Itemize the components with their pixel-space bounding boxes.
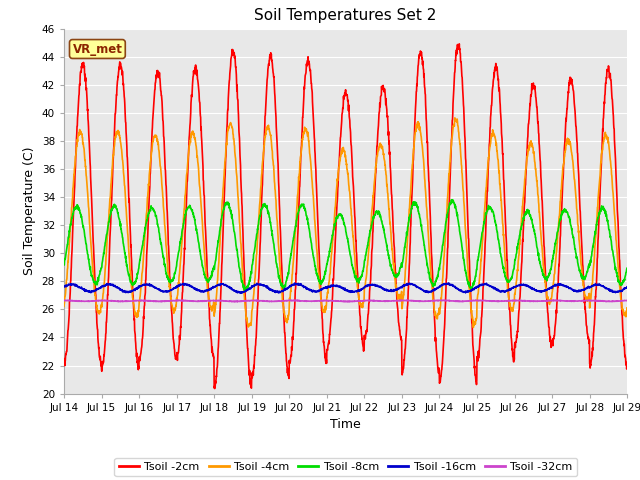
Tsoil -4cm <box>374 149 382 155</box>
Tsoil -8cm <box>623 265 631 271</box>
Tsoil -32cm <box>374 298 382 304</box>
Tsoil -2cm <box>374 125 382 131</box>
Tsoil -32cm <box>472 297 479 303</box>
Tsoil -32cm <box>589 298 597 303</box>
Tsoil -16cm <box>217 281 225 287</box>
Tsoil -4cm <box>60 303 68 309</box>
Tsoil -32cm <box>574 298 582 304</box>
Tsoil -8cm <box>60 262 68 267</box>
Tsoil -32cm <box>231 299 239 305</box>
Tsoil -8cm <box>362 252 370 258</box>
Tsoil -32cm <box>362 298 370 304</box>
Text: VR_met: VR_met <box>72 43 122 56</box>
Tsoil -8cm <box>447 197 455 203</box>
Tsoil -8cm <box>509 266 517 272</box>
X-axis label: Time: Time <box>330 418 361 431</box>
Tsoil -16cm <box>60 284 68 289</box>
Tsoil -2cm <box>218 282 225 288</box>
Tsoil -16cm <box>574 288 582 294</box>
Tsoil -32cm <box>509 298 517 303</box>
Tsoil -4cm <box>589 267 597 273</box>
Tsoil -16cm <box>362 283 370 289</box>
Tsoil -4cm <box>574 220 582 226</box>
Line: Tsoil -4cm: Tsoil -4cm <box>64 118 627 327</box>
Tsoil -4cm <box>509 303 517 309</box>
Tsoil -4cm <box>362 278 369 284</box>
Tsoil -32cm <box>217 298 225 303</box>
Tsoil -32cm <box>60 298 68 303</box>
Tsoil -2cm <box>60 359 68 365</box>
Tsoil -4cm <box>217 223 225 229</box>
Tsoil -4cm <box>470 324 477 330</box>
Tsoil -2cm <box>211 386 218 392</box>
Tsoil -16cm <box>291 280 299 286</box>
Tsoil -8cm <box>374 208 382 214</box>
Tsoil -2cm <box>509 359 517 364</box>
Line: Tsoil -2cm: Tsoil -2cm <box>64 44 627 389</box>
Line: Tsoil -32cm: Tsoil -32cm <box>64 300 627 302</box>
Legend: Tsoil -2cm, Tsoil -4cm, Tsoil -8cm, Tsoil -16cm, Tsoil -32cm: Tsoil -2cm, Tsoil -4cm, Tsoil -8cm, Tsoi… <box>115 457 577 477</box>
Tsoil -16cm <box>237 290 244 296</box>
Tsoil -32cm <box>623 298 631 303</box>
Tsoil -8cm <box>241 288 248 293</box>
Tsoil -16cm <box>589 282 597 288</box>
Tsoil -8cm <box>589 241 597 247</box>
Line: Tsoil -16cm: Tsoil -16cm <box>64 283 627 293</box>
Tsoil -2cm <box>362 328 370 334</box>
Line: Tsoil -8cm: Tsoil -8cm <box>64 200 627 290</box>
Tsoil -8cm <box>574 260 582 265</box>
Title: Soil Temperatures Set 2: Soil Temperatures Set 2 <box>255 9 436 24</box>
Tsoil -2cm <box>456 41 463 47</box>
Tsoil -2cm <box>623 364 631 370</box>
Tsoil -4cm <box>623 305 631 311</box>
Tsoil -8cm <box>217 219 225 225</box>
Tsoil -2cm <box>574 151 582 156</box>
Y-axis label: Soil Temperature (C): Soil Temperature (C) <box>23 147 36 276</box>
Tsoil -16cm <box>374 284 382 289</box>
Tsoil -4cm <box>451 115 459 120</box>
Tsoil -2cm <box>589 338 597 344</box>
Tsoil -16cm <box>623 284 631 290</box>
Tsoil -16cm <box>509 285 517 290</box>
